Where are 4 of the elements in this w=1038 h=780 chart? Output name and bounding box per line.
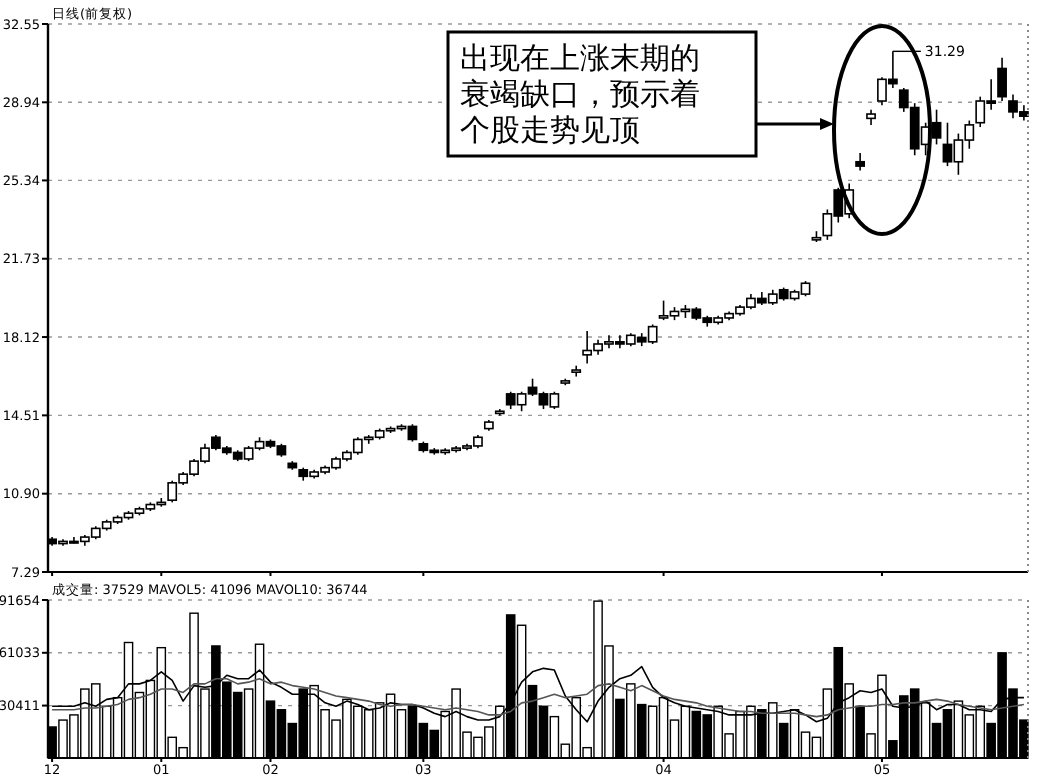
annotation: 出现在上涨末期的衰竭缺口，预示着个股走势见顶: [460, 40, 700, 148]
candlestick: [931, 108, 942, 146]
line-series: [51, 677, 1025, 718]
candlestick: [997, 56, 1007, 102]
